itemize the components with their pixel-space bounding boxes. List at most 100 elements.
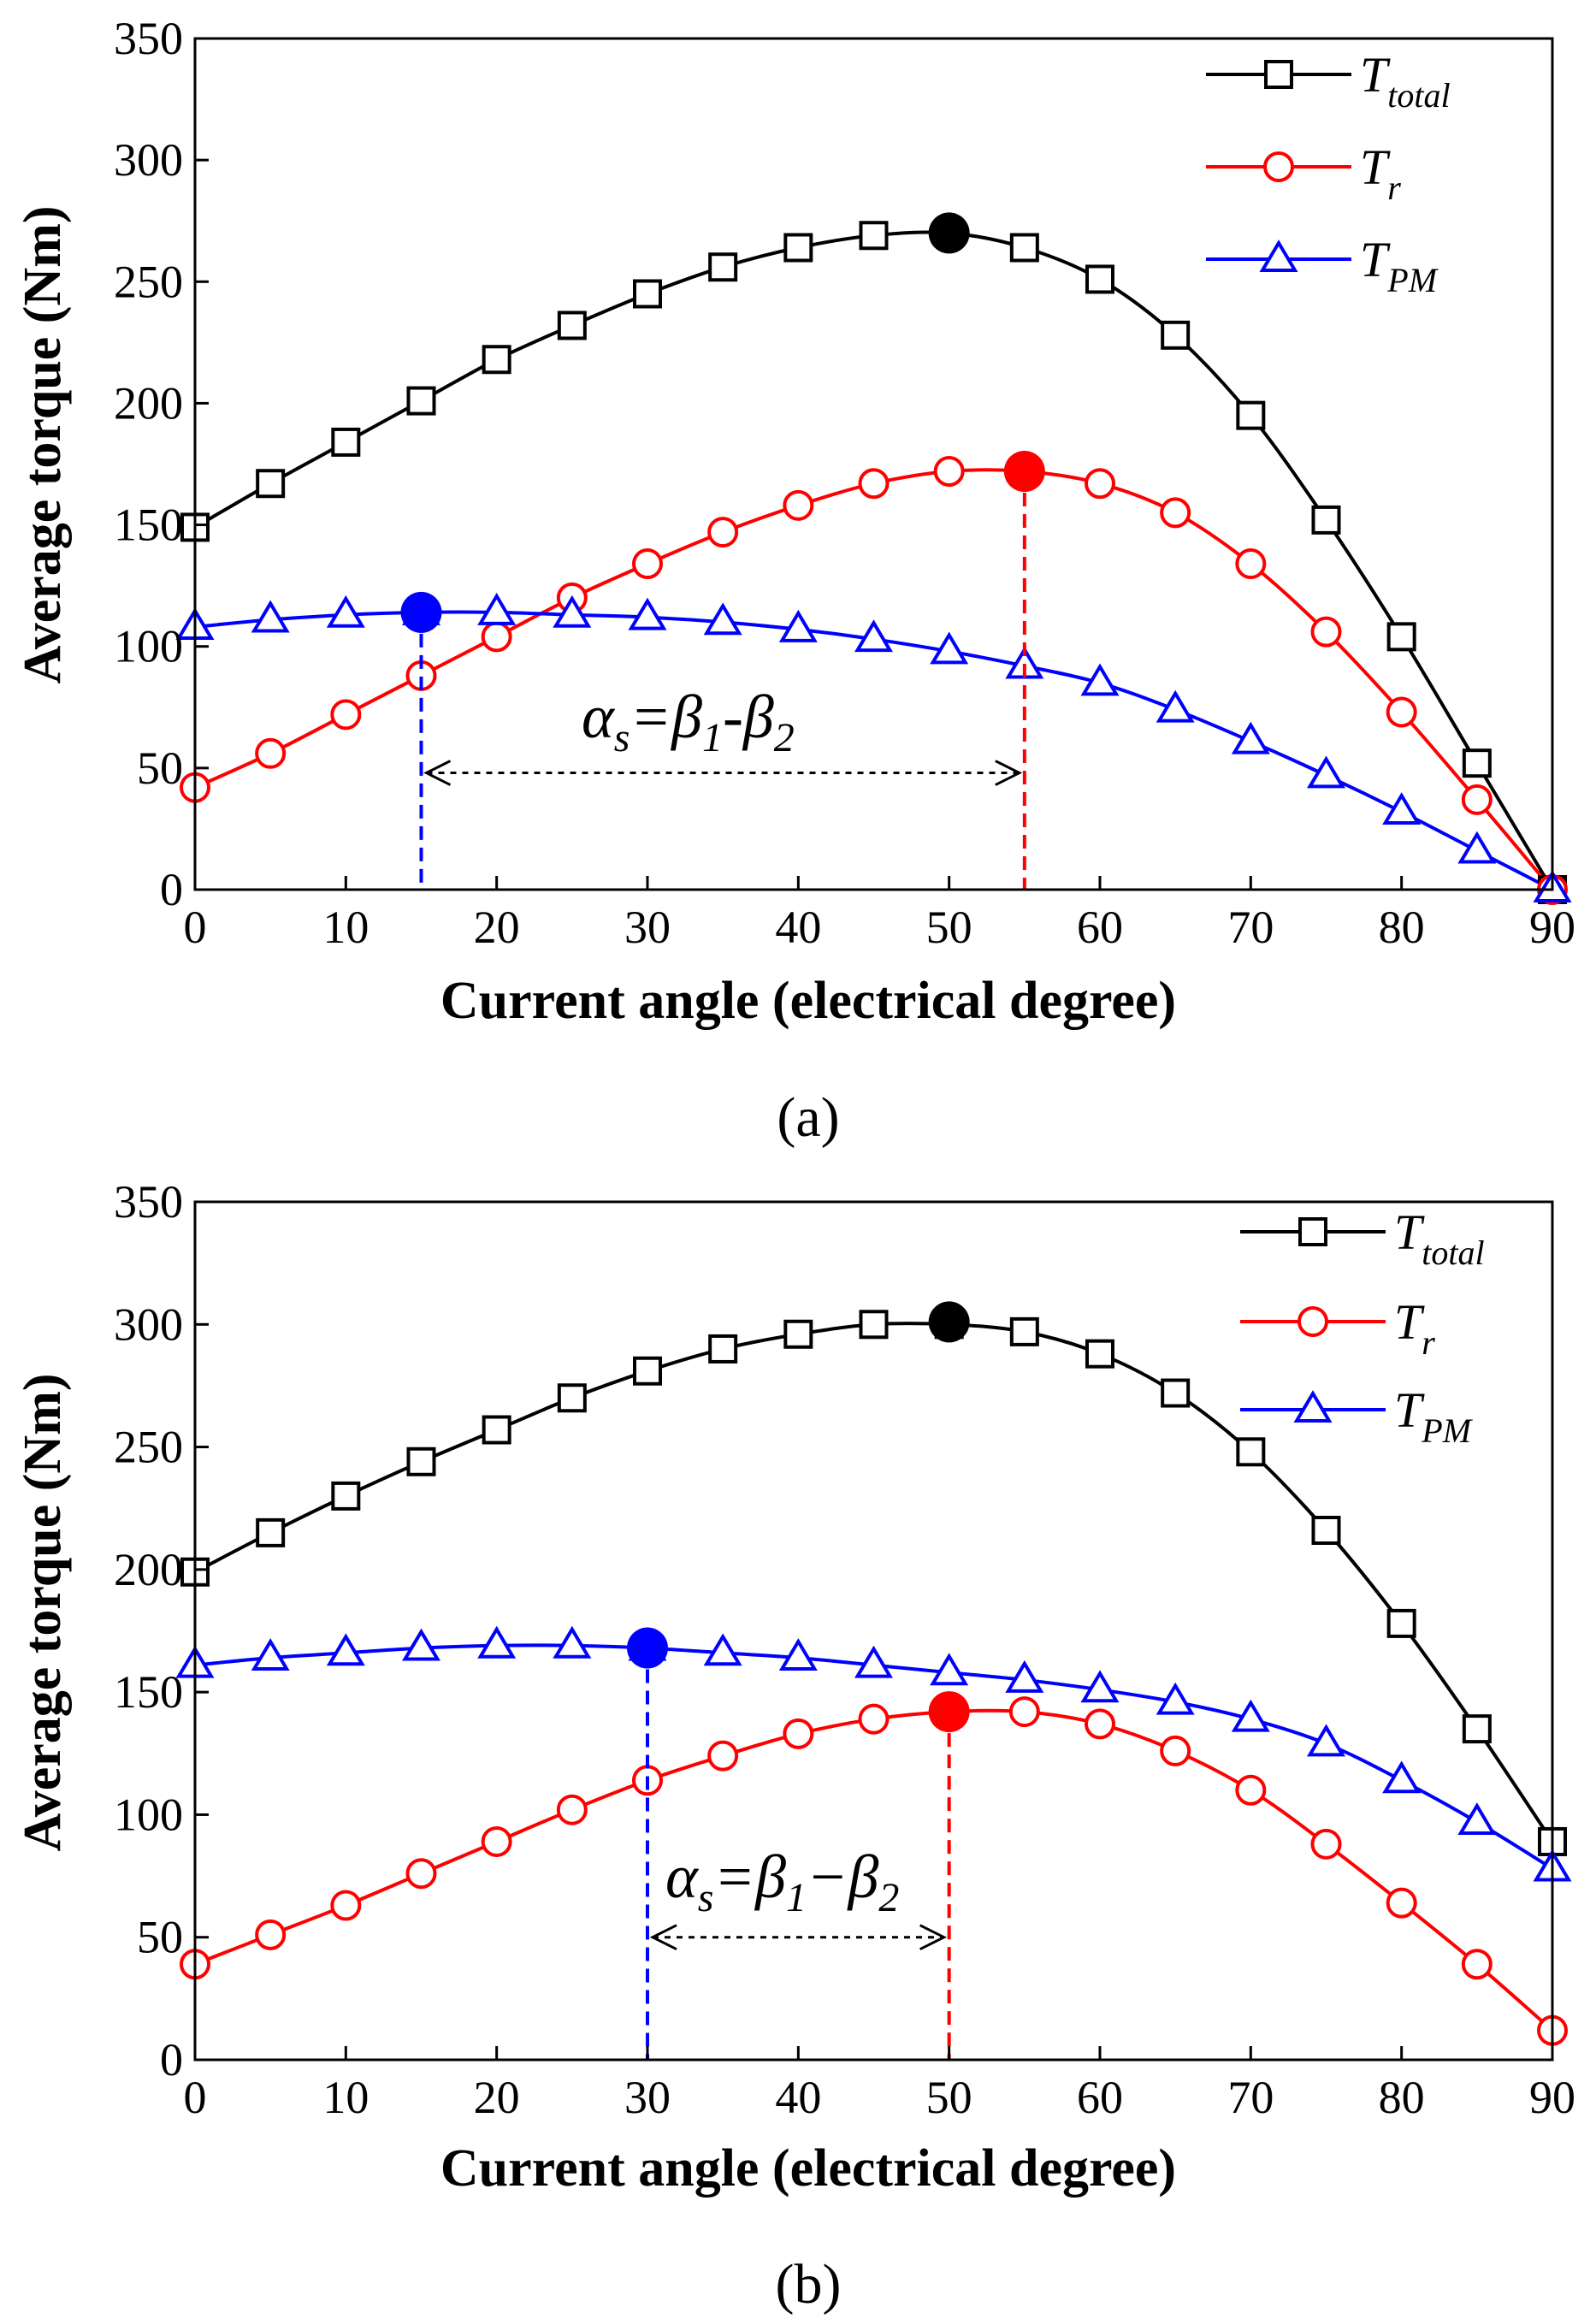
y-axis-title-b: Average torque (Nm) (14, 1374, 72, 1852)
data-point-triangle (251, 1638, 290, 1671)
svg-text:Ttotal: Ttotal (1360, 47, 1451, 115)
data-point-circle (1160, 497, 1191, 529)
data-point-square (1009, 1316, 1039, 1346)
legend-entry-t-total-b: Ttotal (1240, 1204, 1485, 1272)
chart-panel-a: 0 10 20 30 40 50 60 70 80 90 0 50 100 150 200 250 300 350… (14, 13, 1575, 1149)
plot-frame-b (193, 1200, 1554, 2062)
data-point-square (1462, 748, 1492, 778)
data-point-circle (330, 699, 362, 731)
x-tick-label: 30 (624, 2072, 671, 2123)
peak-point-t-total (928, 1301, 970, 1343)
svg-text:TPM: TPM (1360, 232, 1439, 299)
peak-point-t-pm (400, 591, 442, 633)
arrow-head-left (423, 760, 452, 786)
data-point-circle (1386, 696, 1417, 728)
x-tick-label: 80 (1379, 2072, 1425, 2123)
data-point-square (482, 345, 511, 375)
data-point-triangle (553, 1625, 592, 1659)
peak-point-t-pm (627, 1627, 668, 1669)
legend-t-r-sub-a: r (1387, 169, 1401, 207)
data-point-triangle (1457, 831, 1497, 864)
legend-t-r-main-a: T (1360, 139, 1391, 195)
x-tick-label: 70 (1227, 902, 1274, 953)
annotation-b-two: 2 (878, 1875, 899, 1920)
data-point-circle (556, 1794, 588, 1825)
x-tick-label: 20 (474, 2072, 520, 2123)
data-point-triangle (1080, 663, 1120, 696)
x-axis-title-b: Current angle (electrical degree) (440, 2139, 1176, 2198)
data-point-square (783, 233, 813, 263)
legend-a: Ttotal Tr TPM (1206, 47, 1451, 299)
x-tick-label: 40 (775, 902, 821, 953)
x-tick-label: 30 (624, 902, 671, 953)
guide-layer-b (627, 1301, 970, 2060)
panel-label-b: (b) (776, 2253, 842, 2316)
x-tick-label: 0 (184, 2072, 207, 2123)
legend-square-marker-b (1298, 1217, 1327, 1246)
data-point-circle (481, 621, 512, 653)
data-point-square (557, 311, 587, 340)
y-tick-label: 100 (114, 621, 183, 672)
data-point-triangle (1080, 1670, 1120, 1703)
annotation-alpha-b: αs=β1−β2 (665, 1843, 899, 1920)
series-line-t-total (193, 230, 1554, 891)
annotation-a-alpha: α (582, 683, 615, 751)
arrow-head-right (995, 760, 1023, 786)
data-point-square (1009, 233, 1039, 263)
data-point-triangle (703, 1633, 742, 1666)
data-point-square (1161, 1378, 1191, 1408)
data-point-triangle (930, 631, 969, 665)
peak-point-t-r (928, 1691, 970, 1733)
series-line-t-r (194, 468, 1554, 891)
legend-circle-marker-b (1297, 1306, 1328, 1337)
peak-point-t-total (928, 212, 970, 254)
data-point-square (1386, 1608, 1416, 1638)
annotation-a-one: 1 (702, 715, 723, 760)
peak-point-t-r (1003, 451, 1045, 493)
y-tick-label: 0 (160, 2034, 183, 2085)
legend-entry-t-total-a: Ttotal (1206, 47, 1451, 115)
annotation-b-one: 1 (786, 1875, 807, 1920)
legend-b: Ttotal Tr TPM (1240, 1204, 1485, 1450)
svg-text:TPM: TPM (1394, 1382, 1474, 1450)
data-point-circle (1008, 1696, 1040, 1728)
y-tick-label: 350 (114, 1176, 183, 1228)
y-tick-label: 300 (114, 134, 183, 186)
data-point-circle (405, 1858, 437, 1890)
svg-text:Tr: Tr (1360, 139, 1401, 207)
legend-entry-t-pm-a: TPM (1206, 232, 1439, 299)
legend-t-pm-main-b: T (1394, 1382, 1425, 1438)
data-point-square (708, 252, 738, 282)
data-point-square (1236, 1437, 1266, 1467)
arrow-head-right (919, 1924, 948, 1951)
data-point-circle (933, 456, 965, 488)
data-point-square (406, 386, 436, 416)
data-point-square (331, 427, 361, 457)
data-point-circle (1235, 548, 1267, 580)
data-point-triangle (401, 1628, 441, 1661)
y-tick-label: 150 (114, 500, 183, 551)
axis-layer-b: 0 10 20 30 40 50 60 70 80 90 0 50 100 150 200 250 300 350 (114, 1176, 1575, 2123)
data-point-triangle (1382, 1760, 1422, 1794)
data-point-circle (783, 1718, 814, 1749)
data-point-circle (632, 548, 663, 580)
guide-layer-a (400, 212, 1045, 890)
annotation-b-beta1: =β (713, 1843, 786, 1911)
legend-t-total-main-b: T (1394, 1204, 1425, 1260)
data-point-circle (330, 1890, 362, 1921)
data-point-circle (255, 737, 287, 769)
data-point-square (633, 1356, 662, 1386)
data-point-triangle (1005, 1659, 1044, 1693)
data-point-square (859, 1310, 889, 1340)
data-point-square (331, 1481, 361, 1511)
data-point-circle (1085, 1708, 1115, 1740)
data-point-triangle (326, 1633, 365, 1666)
data-point-circle (1461, 784, 1493, 815)
data-point-circle (1386, 1887, 1417, 1919)
panel-label-a: (a) (777, 1086, 839, 1149)
data-point-circle (481, 1825, 512, 1857)
chart-panel-b: 0 10 20 30 40 50 60 70 80 90 0 50 100 150 200 250 300 350… (14, 1176, 1575, 2316)
legend-t-total-main-a: T (1360, 47, 1391, 103)
data-point-triangle (1231, 721, 1270, 754)
data-point-circle (1310, 1828, 1342, 1860)
